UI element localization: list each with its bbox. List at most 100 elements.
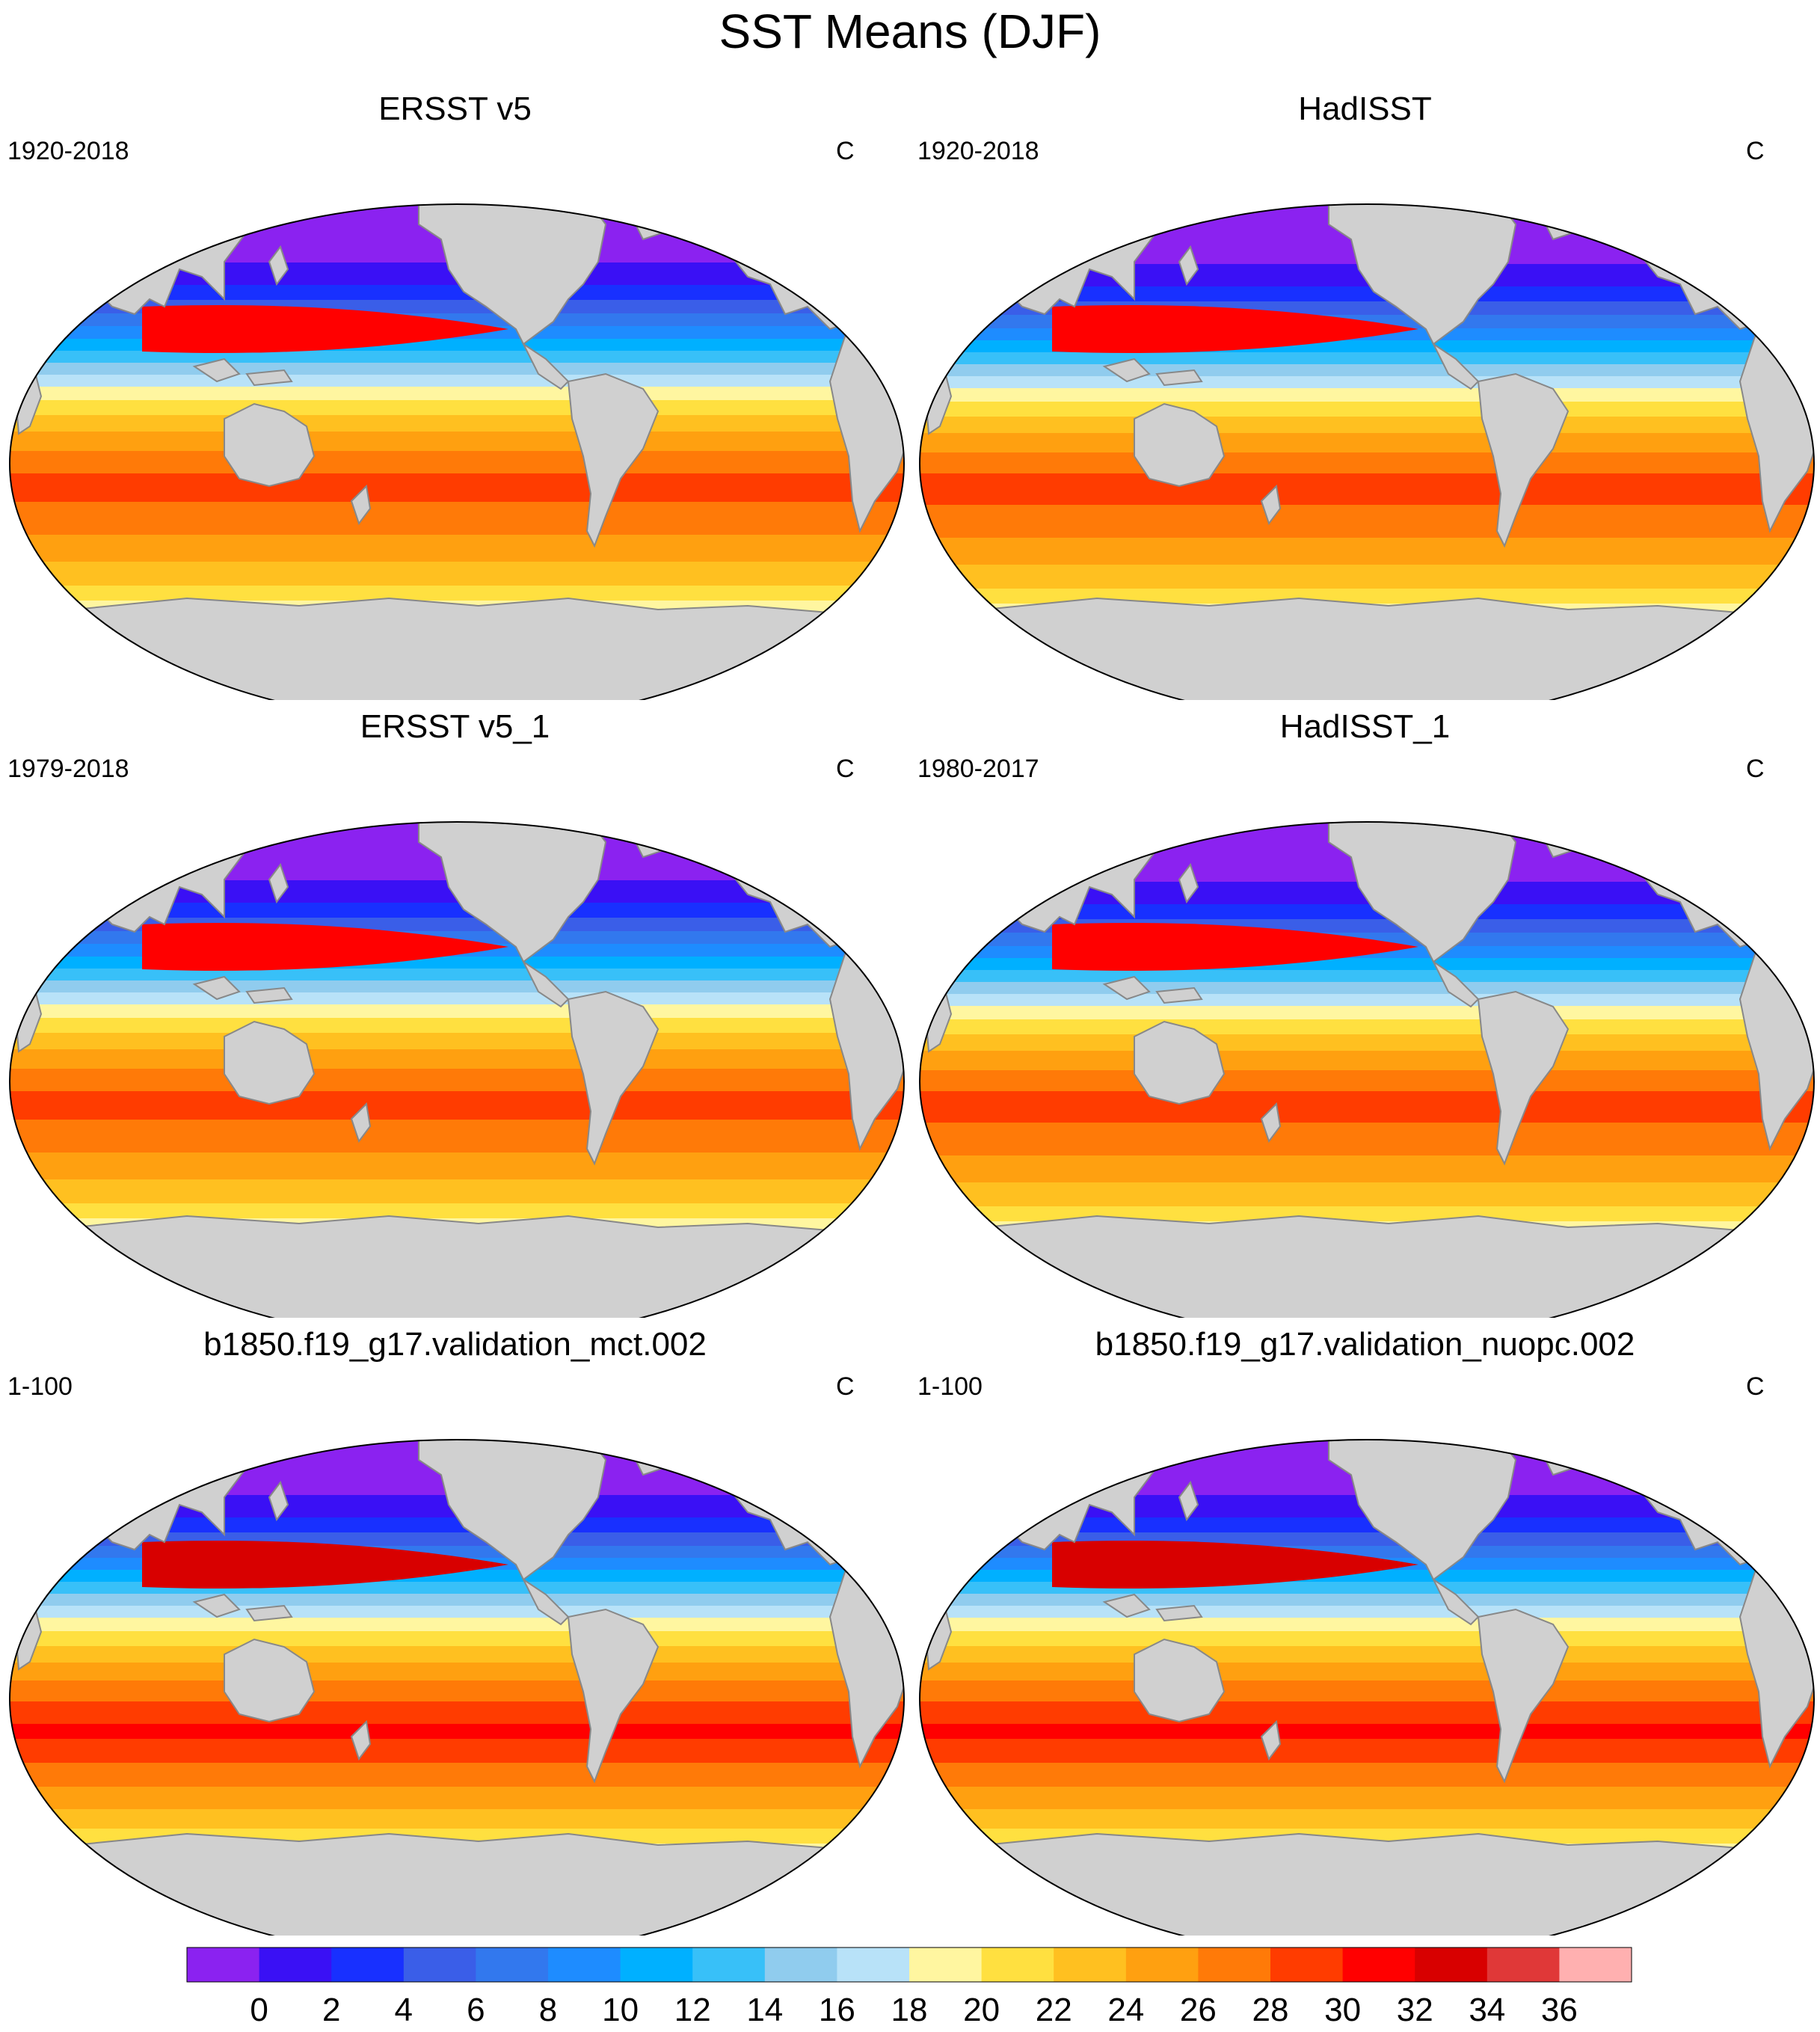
land-mass xyxy=(920,597,1814,700)
colorbar-tick-label: 4 xyxy=(395,1992,413,2028)
sst-band xyxy=(10,1606,904,1618)
land-mass xyxy=(1328,204,1517,346)
sst-band xyxy=(920,1206,1814,1222)
land-mass xyxy=(1260,484,1282,526)
colorbar-tick-label: 12 xyxy=(674,1992,711,2028)
colorbar-bin xyxy=(1198,1947,1271,1982)
sst-band xyxy=(10,535,904,562)
warm-pool xyxy=(1052,1541,1418,1589)
colorbar-tick-label: 10 xyxy=(602,1992,639,2028)
map-panel-nuopc: b1850.f19_g17.validation_nuopc.002 1-100… xyxy=(910,1318,1820,1936)
sst-band xyxy=(920,982,1814,995)
colorbar-tick-label: 22 xyxy=(1036,1992,1072,2028)
colorbar-bin xyxy=(476,1947,549,1982)
colorbar-bin xyxy=(403,1947,476,1982)
land-mass xyxy=(10,1832,904,1936)
warm-pool xyxy=(142,923,508,971)
sst-band xyxy=(10,1631,904,1647)
warm-pool xyxy=(1052,923,1418,971)
sst-band xyxy=(10,387,904,401)
warm-pool xyxy=(1052,305,1418,353)
land-mass xyxy=(567,990,660,1166)
sst-band xyxy=(10,1004,904,1019)
sst-band xyxy=(10,400,904,416)
sst-band xyxy=(920,340,1814,353)
colorbar-bin xyxy=(1125,1947,1199,1982)
colorbar-bin xyxy=(548,1947,621,1982)
sst-band xyxy=(10,1594,904,1606)
sst-band xyxy=(920,1631,1814,1647)
colorbar-tick-label: 36 xyxy=(1541,1992,1578,2028)
sst-band xyxy=(920,1787,1814,1810)
colorbar-tick-label: 18 xyxy=(891,1992,928,2028)
sst-band xyxy=(10,992,904,1005)
sst-band xyxy=(10,562,904,586)
sst-band xyxy=(920,1809,1814,1829)
colorbar-bin xyxy=(981,1947,1054,1982)
land-mass xyxy=(1260,1719,1282,1761)
sst-band xyxy=(10,339,904,352)
sst-band xyxy=(10,1582,904,1594)
sst-band xyxy=(920,473,1814,506)
land-mass xyxy=(1260,1102,1282,1144)
colorbar-bin xyxy=(1559,1947,1632,1982)
sst-band xyxy=(10,1203,904,1219)
warm-pool xyxy=(142,1541,508,1589)
land-mass xyxy=(192,357,241,383)
panel-units: C xyxy=(836,137,855,165)
panel-units: C xyxy=(1746,1372,1765,1401)
sst-band xyxy=(920,1091,1814,1123)
land-mass xyxy=(10,597,904,700)
sst-band xyxy=(10,957,904,969)
panel-period: 1979-2018 xyxy=(7,755,129,783)
sst-band xyxy=(10,1618,904,1632)
sst-band xyxy=(920,1724,1814,1740)
sst-band xyxy=(10,1701,904,1725)
panel-period: 1920-2018 xyxy=(7,137,129,165)
sst-band xyxy=(920,1182,1814,1207)
sst-band xyxy=(920,452,1814,474)
sst-band xyxy=(10,285,904,301)
map-outline xyxy=(9,1439,905,1936)
sst-band xyxy=(920,904,1814,920)
sst-band xyxy=(920,1517,1814,1533)
sst-band xyxy=(920,505,1814,538)
map-canvas xyxy=(9,203,905,700)
sst-band xyxy=(920,970,1814,983)
colorbar-tick-label: 24 xyxy=(1107,1992,1144,2028)
map-panel-hadisst: HadISST 1920-2018 C xyxy=(910,82,1820,700)
colorbar-bin xyxy=(1342,1947,1415,1982)
sst-band xyxy=(920,1051,1814,1071)
land-mass xyxy=(224,402,316,488)
sst-band xyxy=(920,565,1814,589)
colorbar-tick-label: 28 xyxy=(1252,1992,1289,2028)
map-panel-hadisst-1: HadISST_1 1980-2017 C xyxy=(910,700,1820,1318)
colorbar: 0 2 4 6 8 10 12 14 16 18 20 22 24 26 28 30 32 34 36 xyxy=(0,1937,1820,2032)
land-mass xyxy=(1102,975,1151,1001)
land-mass xyxy=(1477,1608,1570,1784)
sst-band xyxy=(920,1034,1814,1052)
colorbar-tick-label: 14 xyxy=(746,1992,783,2028)
map-panel-ersst-v5: ERSST v5 1920-2018 C xyxy=(0,82,910,700)
sst-band xyxy=(920,1739,1814,1764)
panel-title: ERSST v5_1 xyxy=(360,708,550,745)
panel-period: 1980-2017 xyxy=(917,755,1039,783)
sst-band xyxy=(920,1646,1814,1663)
figure-title: SST Means (DJF) xyxy=(719,4,1101,58)
land-mass xyxy=(1155,369,1203,387)
panel-units: C xyxy=(836,1372,855,1401)
land-mass xyxy=(1102,357,1151,383)
sst-band xyxy=(10,969,904,981)
sst-band xyxy=(10,1663,904,1681)
land-mass xyxy=(350,1719,372,1761)
land-mass xyxy=(192,975,241,1001)
land-mass xyxy=(1178,1480,1199,1522)
land-mass xyxy=(521,960,570,1008)
sst-band xyxy=(920,364,1814,377)
map-panel-ersst-v5-1: ERSST v5_1 1979-2018 C xyxy=(0,700,910,1318)
land-mass xyxy=(1178,862,1199,904)
map-outline xyxy=(919,1439,1815,1936)
panel-units: C xyxy=(1746,755,1765,783)
sst-band xyxy=(10,1787,904,1810)
sst-band xyxy=(10,1179,904,1204)
